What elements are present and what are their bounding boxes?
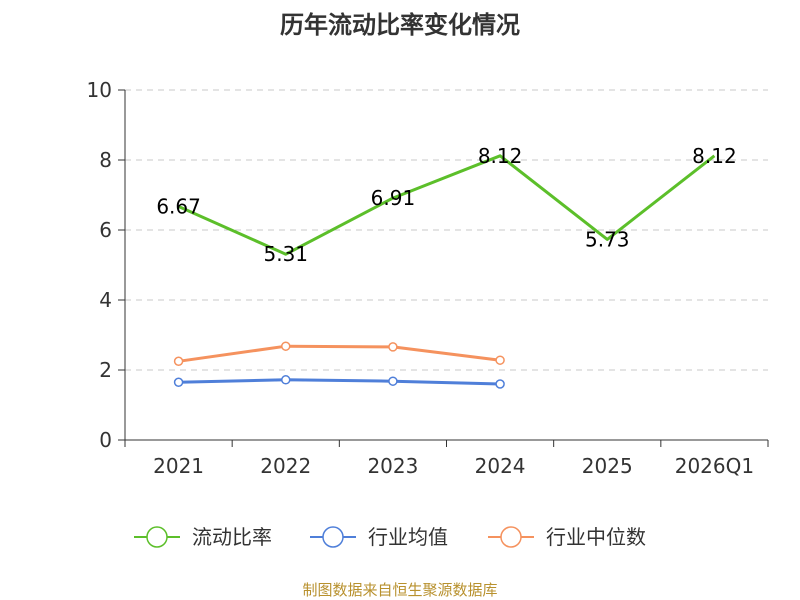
- series-layer: [173, 154, 716, 389]
- series-line-3: [178, 344, 501, 363]
- data-label: 8.12: [692, 144, 737, 168]
- x-tick-label: 2026Q1: [675, 454, 754, 478]
- series-point-2: [281, 375, 291, 385]
- legend-marker-2: [322, 526, 344, 548]
- x-tick-label: 2021: [153, 454, 204, 478]
- data-label: 5.31: [263, 242, 308, 266]
- series-point-3: [281, 341, 291, 351]
- x-tick-label: 2022: [260, 454, 311, 478]
- legend-label-2: 行业均值: [368, 525, 448, 549]
- x-tick-label: 2024: [475, 454, 526, 478]
- series-point-2: [495, 379, 505, 389]
- series-line-1: [177, 154, 716, 256]
- data-label: 8.12: [478, 144, 523, 168]
- y-tick-label: 10: [87, 78, 112, 102]
- grid-lines: [125, 89, 768, 371]
- y-tick-label: 6: [99, 218, 112, 242]
- x-tick-label: 2025: [582, 454, 633, 478]
- chart-title: 历年流动比率变化情况: [280, 11, 520, 39]
- series-line-2: [178, 378, 501, 386]
- x-tick-label: 2023: [367, 454, 418, 478]
- y-tick-label: 8: [99, 148, 112, 172]
- legend: 流动比率 行业均值 行业中位数: [134, 525, 646, 549]
- data-label: 6.91: [371, 186, 416, 210]
- y-tick-label: 0: [99, 428, 112, 452]
- series-point-3: [388, 342, 398, 352]
- series-point-2: [173, 377, 184, 387]
- legend-label-3: 行业中位数: [546, 525, 646, 549]
- series-point-2: [388, 376, 398, 386]
- series-point-3: [495, 355, 505, 365]
- series-point-3: [173, 356, 184, 366]
- data-labels: 6.67 5.31 6.91 8.12 5.73 8.12: [156, 144, 736, 266]
- legend-label-1: 流动比率: [192, 525, 272, 549]
- data-label: 5.73: [585, 227, 630, 251]
- data-label: 6.67: [156, 195, 201, 219]
- legend-marker-1: [146, 526, 168, 548]
- legend-marker-3: [500, 526, 522, 548]
- y-tick-label: 4: [99, 288, 112, 312]
- source-note: 制图数据来自恒生聚源数据库: [302, 581, 497, 599]
- y-tick-label: 2: [99, 358, 112, 382]
- axes: 0 2 4 6 8 10 2021 2022 2023 2024 2025 2026Q1: [87, 78, 769, 478]
